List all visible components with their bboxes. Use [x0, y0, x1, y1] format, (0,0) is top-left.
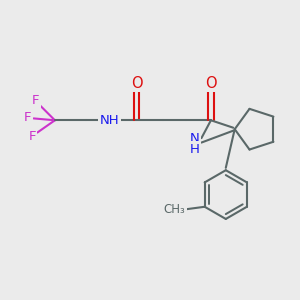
Text: O: O [131, 76, 142, 91]
Text: O: O [205, 76, 217, 91]
Text: H: H [190, 143, 200, 156]
Text: F: F [28, 130, 36, 143]
Text: N: N [190, 132, 200, 145]
Text: NH: NH [100, 114, 120, 127]
Text: CH₃: CH₃ [163, 203, 185, 216]
Text: F: F [32, 94, 39, 107]
Text: F: F [23, 111, 31, 124]
